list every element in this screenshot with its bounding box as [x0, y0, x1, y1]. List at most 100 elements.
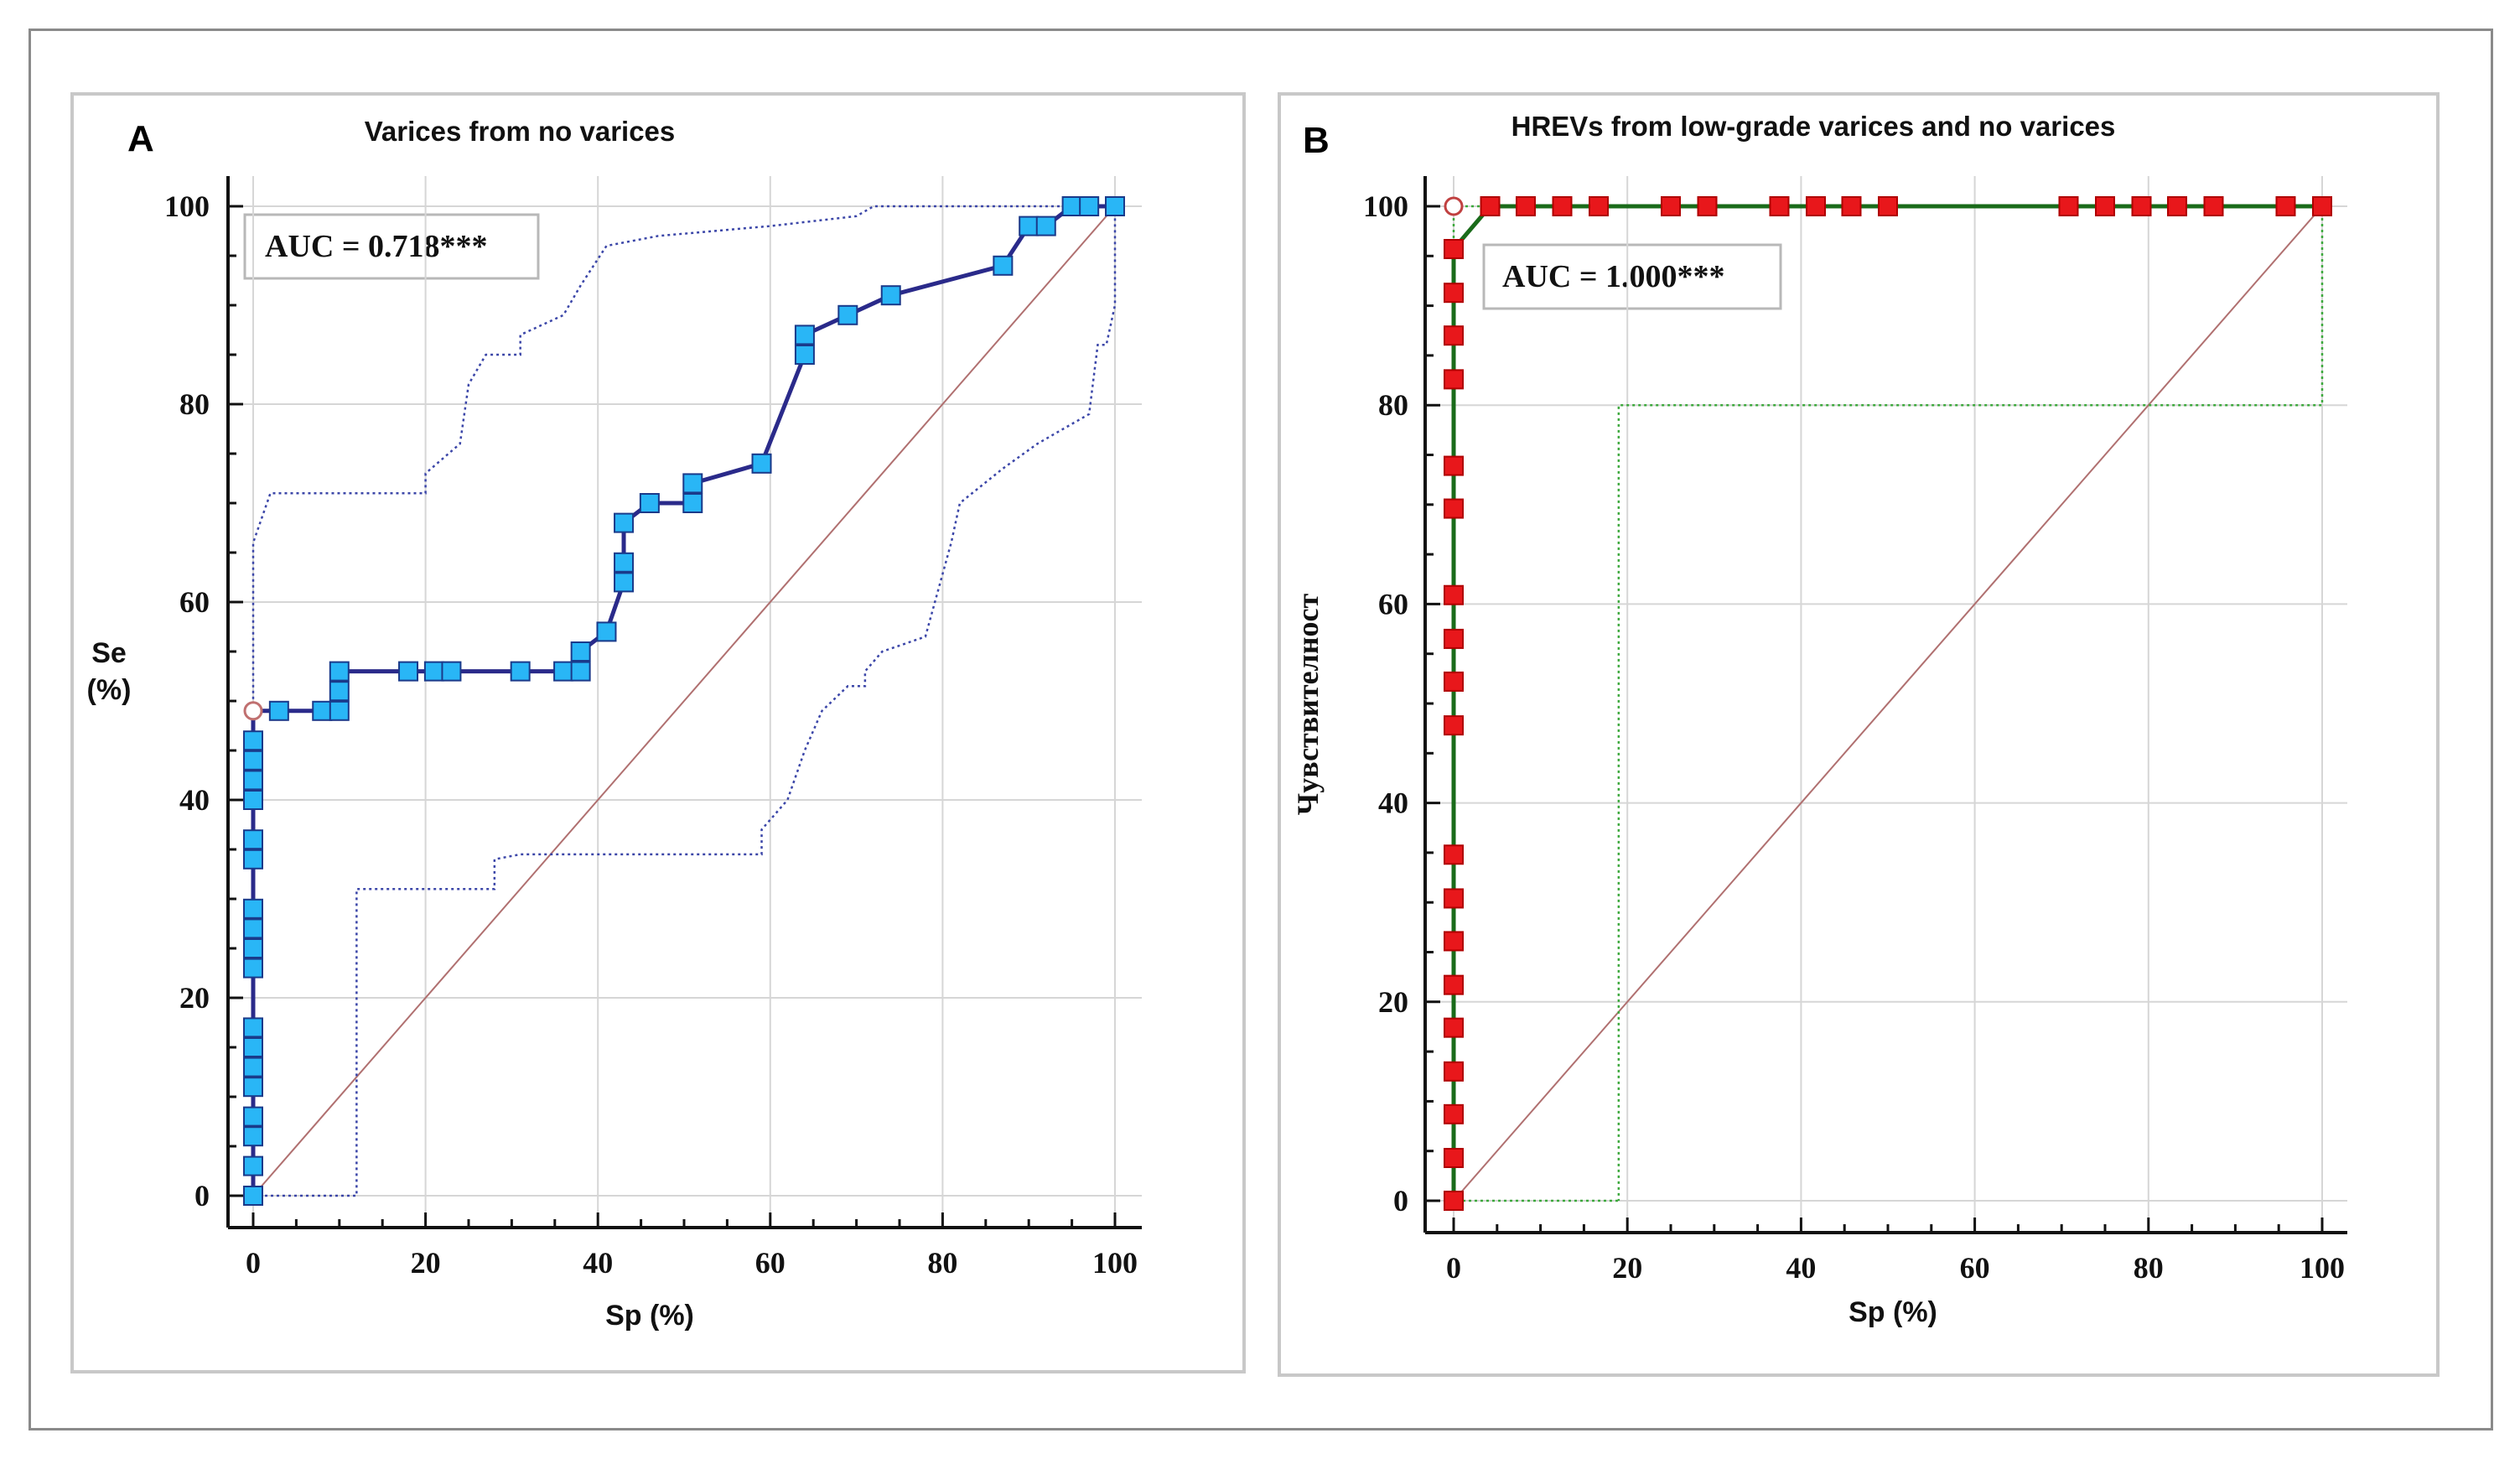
panel-b-roc-point [1444, 325, 1464, 346]
panel-a-title: Varices from no varices [365, 116, 676, 147]
panel-a-roc-point [794, 345, 815, 365]
panel-b-roc-point [1444, 1061, 1464, 1082]
panel-a-roc-point [1019, 215, 1040, 236]
panel-b-x-tick-label: 40 [1786, 1251, 1816, 1285]
panel-a-roc-point [837, 304, 858, 325]
panel-b-roc-point [2095, 196, 2115, 216]
panel-b-roc-point [1444, 715, 1464, 736]
panel-a-y-axis-title-line2: (%) [87, 674, 132, 706]
panel-b-roc-point [2312, 196, 2332, 216]
panel-b-roc-point [1444, 283, 1464, 304]
panel-a-y-axis-title-line1: Se [91, 637, 127, 669]
panel-b-roc-point [1806, 196, 1827, 216]
panel-a-roc-point [682, 473, 703, 494]
panel-a-roc-point [329, 700, 350, 721]
panel-b-y-tick-label: 20 [1378, 985, 1408, 1019]
panel-a-roc-point [243, 849, 263, 870]
panel-a-optimal-cutoff-point [243, 701, 263, 721]
panel-b-roc-point [2131, 196, 2152, 216]
panel-a-roc-point [243, 1106, 263, 1127]
panel-b-roc-point [1589, 196, 1610, 216]
panel-a-roc-point [751, 453, 772, 474]
panel-a-roc-point [243, 1186, 263, 1206]
panel-b-auc-label: AUC = 1.000*** [1502, 259, 1724, 294]
panel-a-y-tick-label: 100 [164, 190, 210, 223]
panel-b-y-axis-title: Чувствителност [1291, 593, 1325, 815]
panel-b-plot-area: 0 20 40 60 80 100 0 20 40 60 80 100 [1363, 176, 2347, 1285]
panel-a-roc-point [243, 938, 263, 958]
panel-a-roc-point [596, 621, 617, 642]
panel-a-roc-point [243, 1057, 263, 1077]
panel-a-roc-point [243, 829, 263, 850]
panel-a-roc-point [1061, 196, 1082, 216]
panel-b-roc-point [1515, 196, 1536, 216]
panel-b-x-tick-label: 60 [1960, 1251, 1990, 1285]
panel-b-optimal-cutoff-point [1444, 196, 1464, 216]
panel-b-roc-point [1444, 931, 1464, 952]
panel-a-roc-point [243, 898, 263, 919]
panel-b-roc-point [2203, 196, 2224, 216]
panel-b-roc-point [1769, 196, 1790, 216]
panel-b-x-axis-title: Sp (%) [1849, 1296, 1937, 1328]
panel-a-y-tick-label: 0 [194, 1179, 210, 1212]
panel-b-roc-point [2166, 196, 2187, 216]
panel-a-roc-point [1105, 196, 1125, 216]
panel-a-roc-point [993, 255, 1014, 276]
panel-a-roc-point [243, 790, 263, 810]
panel-a-roc-point [312, 700, 333, 721]
panel-b-roc-point [1444, 369, 1464, 390]
panel-a-roc-point [682, 493, 703, 513]
panel-a-roc-point [510, 661, 531, 682]
panel-b-x-tick-label: 20 [1612, 1251, 1642, 1285]
panel-b-frame [1278, 92, 2440, 1377]
panel-a-roc-point [570, 641, 591, 662]
panel-b-roc-point [1661, 196, 1681, 216]
panel-a-auc-box [243, 213, 540, 280]
panel-a-roc-point [614, 552, 635, 573]
panel-b-roc-point [1444, 498, 1464, 519]
panel-a-roc-point [268, 700, 289, 721]
panel-a-roc-point [614, 512, 635, 533]
panel-a-roc-point [553, 661, 574, 682]
panel-a-roc-point [243, 1155, 263, 1176]
panel-a-x-axis-title: Sp (%) [605, 1300, 694, 1332]
panel-a-roc-point [1035, 215, 1056, 236]
panel-a-y-tick-label: 40 [179, 783, 210, 817]
panel-b-y-tick-label: 40 [1378, 787, 1408, 820]
panel-b-roc-point [1878, 196, 1898, 216]
panel-b-y-tick-label: 80 [1378, 388, 1408, 422]
panel-a-y-tick-label: 60 [179, 585, 210, 619]
panel-b-roc-point [1444, 455, 1464, 476]
panel-b-auc-box [1482, 243, 1782, 310]
panel-b-roc-point [1444, 1103, 1464, 1124]
panel-b-x-tick-label: 0 [1446, 1251, 1461, 1285]
panel-a-roc-point [570, 661, 591, 682]
panel-a-roc-point [329, 661, 350, 682]
panel-a-roc-point [398, 661, 419, 682]
panel-a-roc-point [1079, 196, 1100, 216]
panel-a-ci-upper-band [251, 205, 1115, 711]
panel-b-roc-point [1444, 844, 1464, 865]
panel-a-roc-point [243, 730, 263, 751]
panel-a-roc-point [243, 958, 263, 979]
panel-b-title: HREVs from low-grade varices and no vari… [1511, 111, 2116, 142]
panel-a-x-tick-label: 40 [583, 1246, 613, 1280]
panel-b-roc-point [1444, 1017, 1464, 1038]
panel-a-roc-point [794, 325, 815, 345]
panel-b-roc-point [1444, 671, 1464, 692]
panel-b-ci-lower-band [1452, 206, 1619, 1202]
panel-b-y-tick-label: 100 [1363, 190, 1408, 223]
panel-a-x-tick-label: 80 [927, 1246, 957, 1280]
panel-a-letter: A [127, 118, 154, 159]
panel-a-x-tick-label: 100 [1092, 1246, 1138, 1280]
panel-a-roc-point [423, 661, 444, 682]
panel-b-roc-point [1444, 628, 1464, 649]
panel-b-y-tick-label: 60 [1378, 587, 1408, 620]
panel-a-y-tick-label: 80 [179, 387, 210, 421]
panel-b-x-tick-label: 100 [2300, 1251, 2345, 1285]
panel-a-roc-point [880, 285, 901, 306]
panel-a-y-tick-label: 20 [179, 981, 210, 1015]
panel-a-roc-point [639, 493, 660, 513]
panel-a-roc-point [614, 572, 635, 593]
